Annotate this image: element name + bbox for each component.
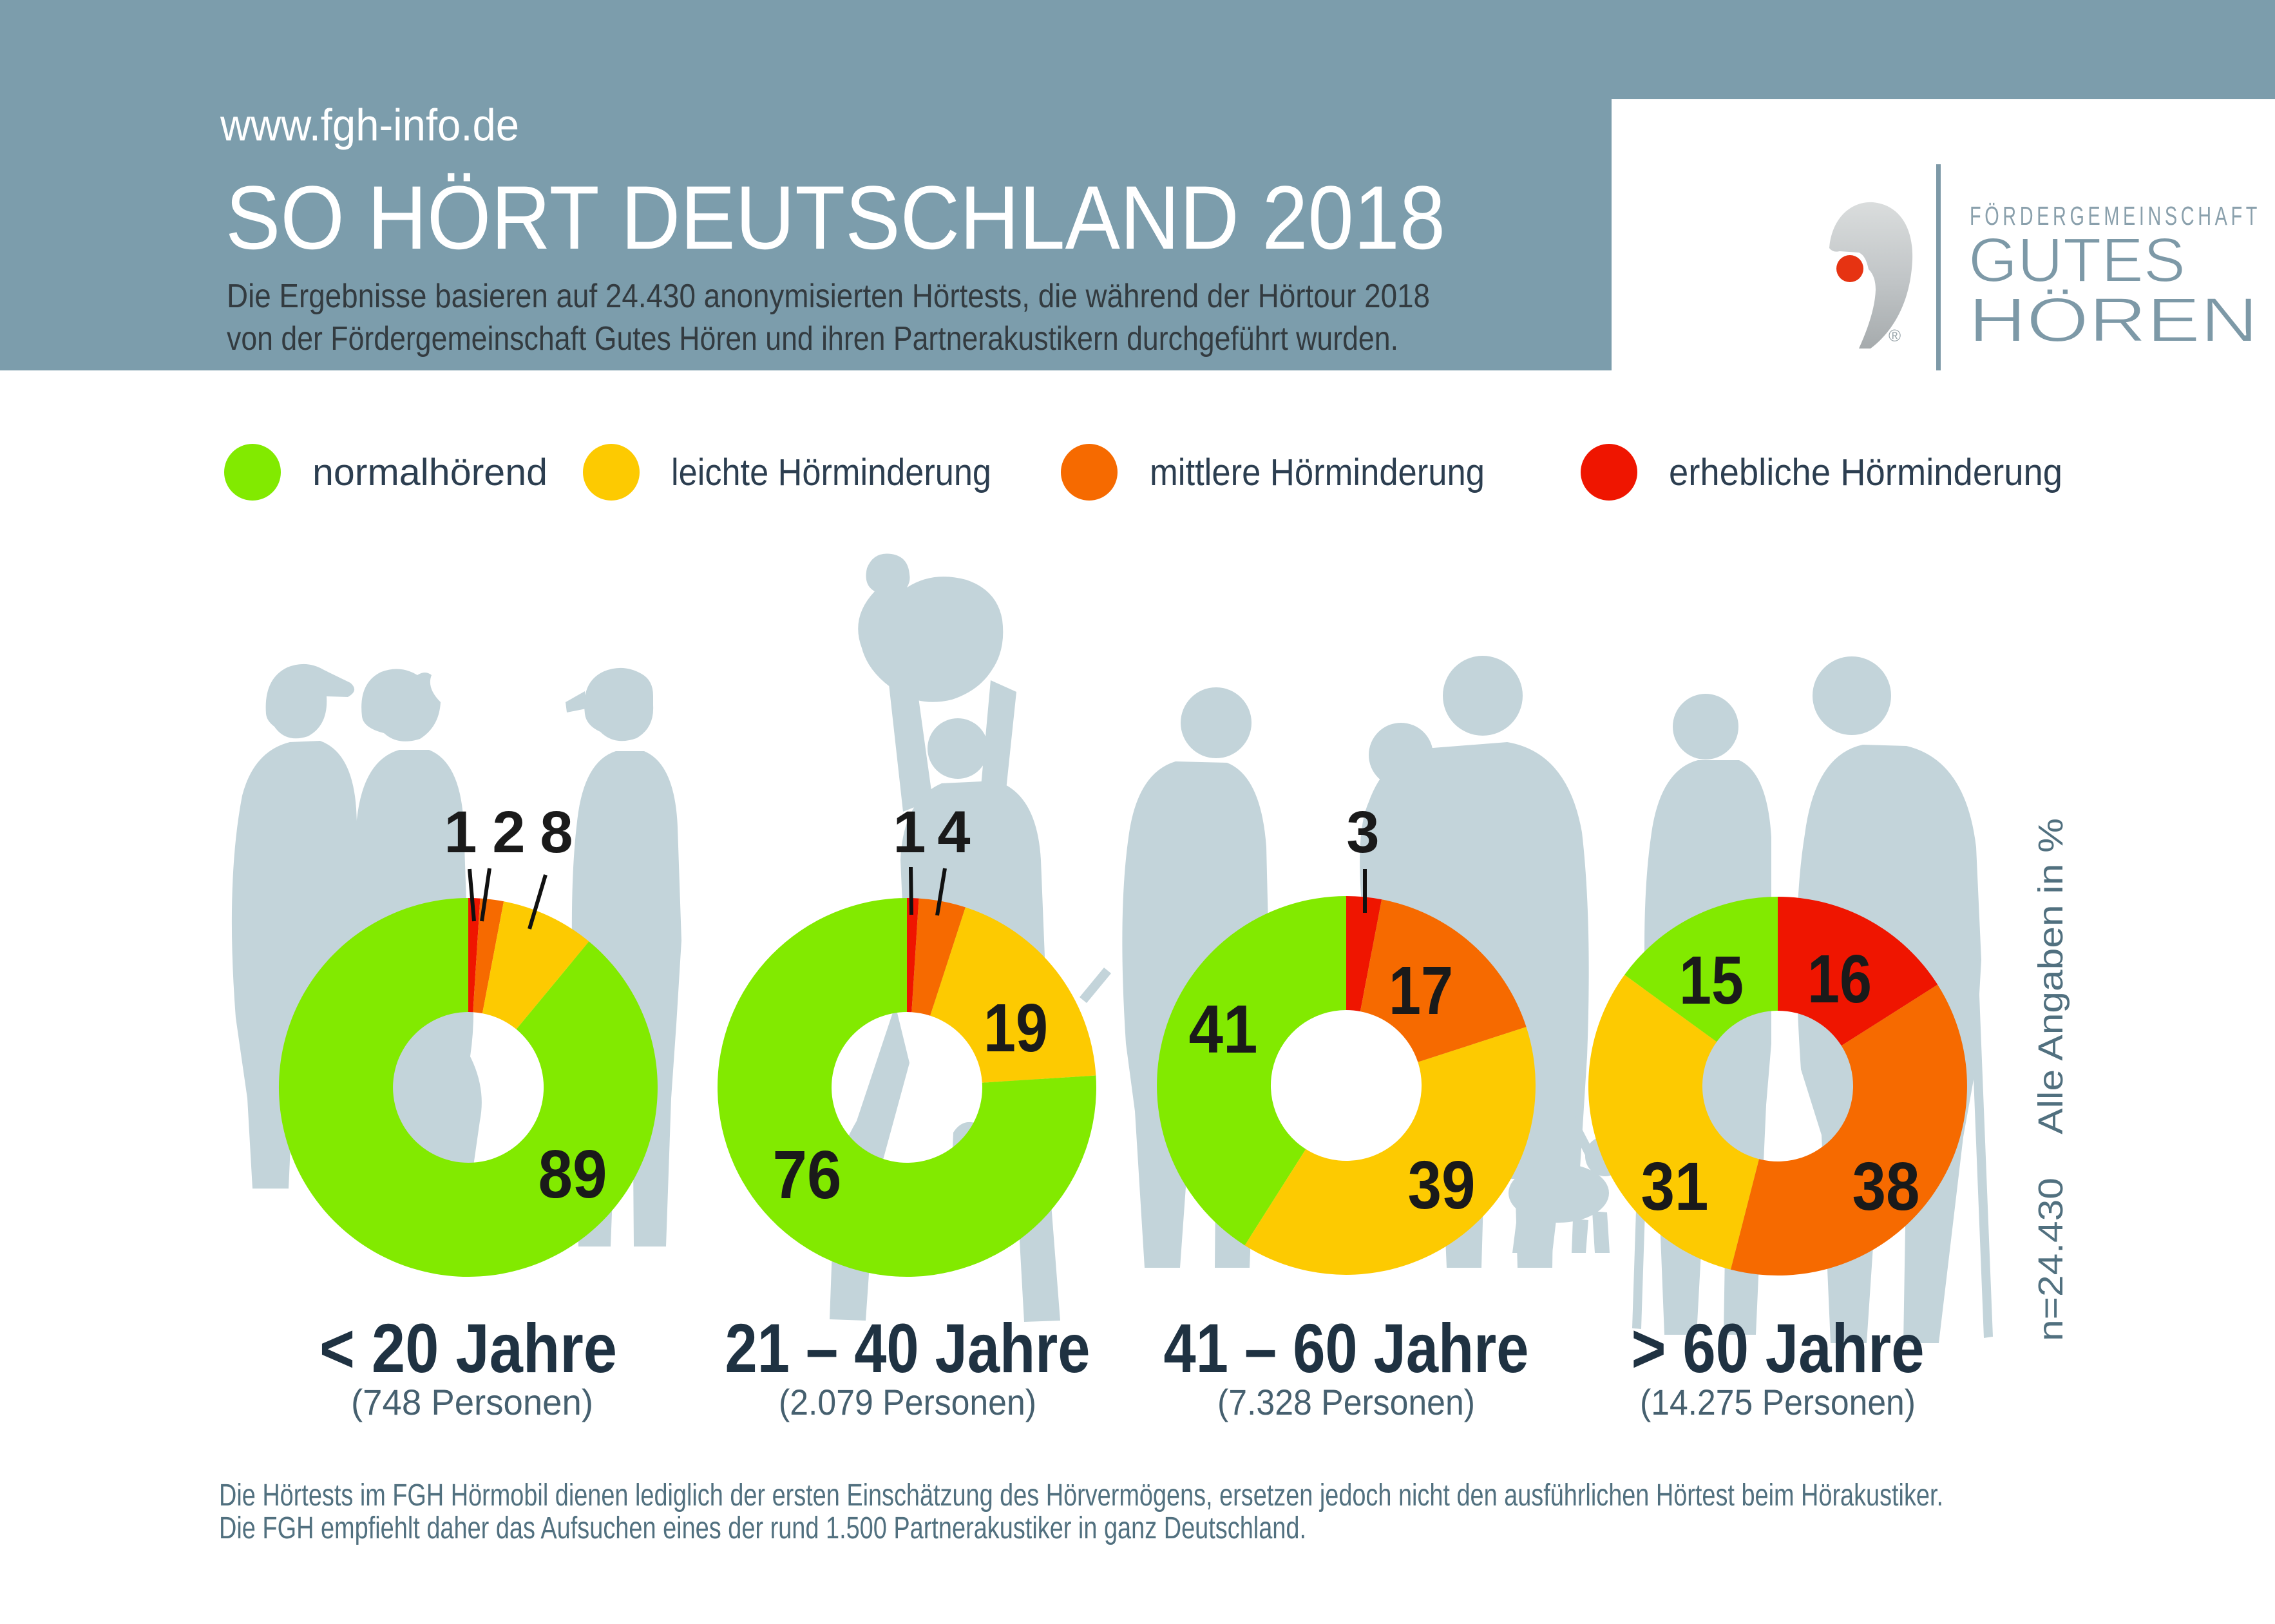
svg-text:41 – 60 Jahre: 41 – 60 Jahre — [1164, 1309, 1529, 1387]
svg-text:HÖREN: HÖREN — [1968, 285, 2258, 355]
svg-text:1: 1 — [893, 799, 926, 865]
svg-text:89: 89 — [538, 1136, 607, 1212]
svg-text:normalhörend: normalhörend — [312, 452, 547, 493]
svg-text:8: 8 — [540, 799, 573, 865]
svg-text:39: 39 — [1408, 1147, 1476, 1223]
svg-text:(7.328 Personen): (7.328 Personen) — [1217, 1382, 1475, 1422]
svg-text:4: 4 — [937, 799, 970, 865]
svg-text:GUTES: GUTES — [1968, 225, 2185, 295]
svg-text:(748 Personen): (748 Personen) — [351, 1382, 593, 1422]
svg-text:n=24.430 Alle Angaben in %: n=24.430 Alle Angaben in % — [2032, 818, 2070, 1341]
svg-text:www.fgh-info.de: www.fgh-info.de — [220, 100, 519, 150]
svg-text:mittlere Hörminderung: mittlere Hörminderung — [1150, 452, 1485, 493]
svg-text:(2.079 Personen): (2.079 Personen) — [779, 1382, 1036, 1422]
svg-text:Die FGH empfiehlt daher das Au: Die FGH empfiehlt daher das Aufsuchen ei… — [219, 1511, 1306, 1545]
svg-text:> 60 Jahre: > 60 Jahre — [1632, 1309, 1925, 1387]
svg-text:2: 2 — [492, 799, 525, 865]
svg-text:3: 3 — [1346, 799, 1379, 865]
svg-text:< 20 Jahre: < 20 Jahre — [319, 1309, 617, 1387]
svg-text:41: 41 — [1189, 991, 1258, 1067]
svg-text:Die Hörtests im FGH Hörmobil d: Die Hörtests im FGH Hörmobil dienen ledi… — [219, 1478, 1943, 1513]
svg-text:19: 19 — [984, 990, 1048, 1066]
svg-text:16: 16 — [1807, 941, 1872, 1017]
svg-text:38: 38 — [1852, 1149, 1920, 1225]
svg-text:(14.275 Personen): (14.275 Personen) — [1640, 1382, 1916, 1422]
svg-text:21 – 40 Jahre: 21 – 40 Jahre — [725, 1309, 1090, 1387]
svg-text:®: ® — [1889, 326, 1901, 345]
svg-text:15: 15 — [1679, 942, 1744, 1018]
svg-text:SO HÖRT DEUTSCHLAND 2018: SO HÖRT DEUTSCHLAND 2018 — [225, 167, 1445, 268]
svg-text:leichte Hörminderung: leichte Hörminderung — [671, 452, 991, 493]
svg-text:FÖRDERGEMEINSCHAFT: FÖRDERGEMEINSCHAFT — [1970, 201, 2261, 231]
svg-text:1: 1 — [444, 799, 477, 865]
svg-text:erhebliche Hörminderung: erhebliche Hörminderung — [1669, 452, 2062, 493]
svg-text:Die Ergebnisse basieren auf 24: Die Ergebnisse basieren auf 24.430 anony… — [227, 278, 1430, 315]
svg-text:76: 76 — [773, 1137, 842, 1213]
svg-text:31: 31 — [1641, 1149, 1709, 1225]
svg-text:17: 17 — [1389, 953, 1453, 1029]
svg-text:von der Fördergemeinschaft Gut: von der Fördergemeinschaft Gutes Hören u… — [227, 320, 1398, 358]
